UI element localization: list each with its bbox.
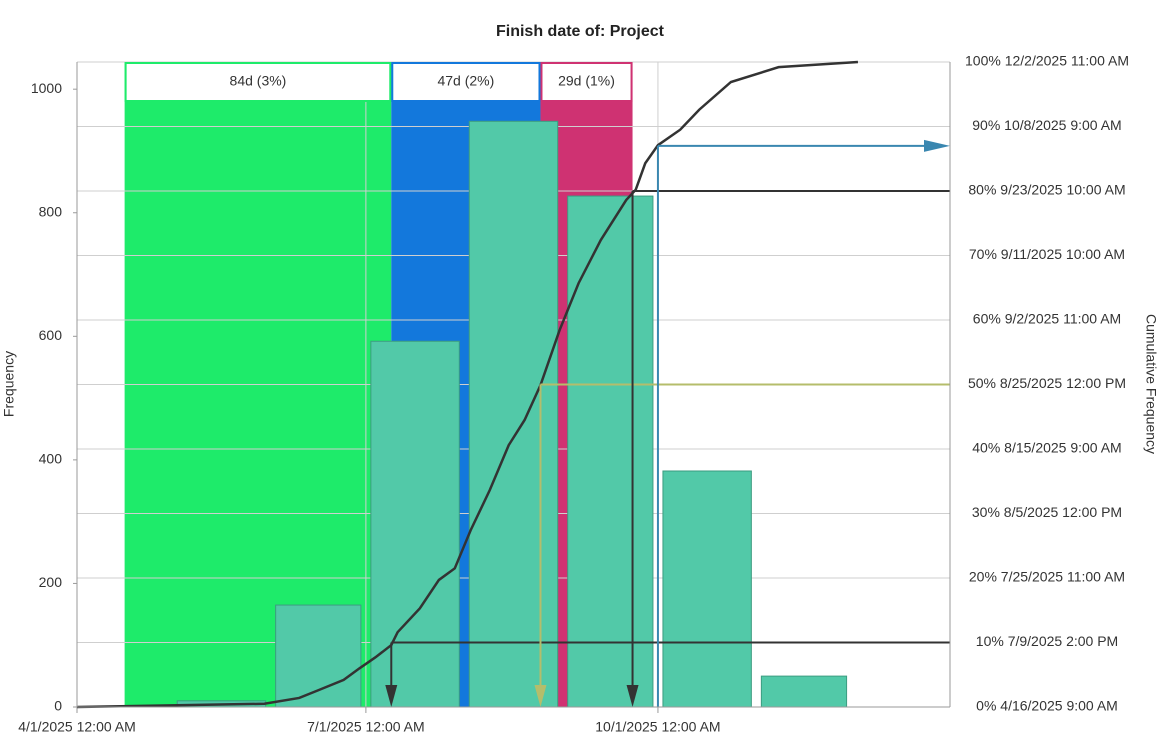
y-tick-label: 400	[39, 451, 63, 467]
y-axis-title: Frequency	[1, 351, 17, 417]
percentile-marker	[656, 139, 950, 707]
y2-tick-label: 10% 7/9/2025 2:00 PM	[976, 633, 1118, 649]
region-label: 29d (1%)	[558, 73, 615, 89]
cumulative-line	[76, 60, 859, 709]
y-tick-label: 200	[39, 574, 63, 590]
y2-tick-label: 70% 9/11/2025 10:00 AM	[969, 246, 1125, 262]
y-tick-label: 800	[39, 203, 63, 219]
region-label-box	[540, 62, 633, 102]
y2-tick-label: 0% 4/16/2025 9:00 AM	[976, 698, 1118, 714]
y2-tick-label: 50% 8/25/2025 12:00 PM	[968, 375, 1126, 391]
region-label-box	[124, 62, 392, 102]
bar	[662, 470, 752, 708]
percentile-marker	[534, 383, 950, 707]
marker-part	[924, 139, 950, 152]
x-tick-label: 4/1/2025 12:00 AM	[18, 719, 136, 735]
bar	[760, 675, 848, 708]
region-label: 47d (2%)	[437, 73, 494, 89]
y-tick-label: 0	[54, 698, 62, 714]
marker-part	[534, 685, 547, 707]
chart-title: Finish date of: Project	[496, 23, 665, 40]
y2-tick-label: 30% 8/5/2025 12:00 PM	[972, 504, 1122, 520]
y2-tick-label: 60% 9/2/2025 11:00 AM	[973, 311, 1121, 327]
bar	[468, 120, 559, 708]
y2-tick-label: 40% 8/15/2025 9:00 AM	[972, 440, 1121, 456]
x-tick-label: 7/1/2025 12:00 AM	[307, 719, 425, 735]
region-label: 84d (3%)	[230, 73, 287, 89]
y2-tick-label: 20% 7/25/2025 11:00 AM	[969, 569, 1125, 585]
region-label-box	[391, 62, 541, 102]
y-tick-label: 600	[39, 327, 63, 343]
y2-tick-label: 100% 12/2/2025 11:00 AM	[965, 53, 1129, 69]
bar	[567, 195, 654, 708]
marker-part	[385, 685, 398, 707]
marker-part	[626, 685, 639, 707]
y2-tick-label: 80% 9/23/2025 10:00 AM	[968, 182, 1125, 198]
percentile-marker	[385, 641, 950, 707]
x-tick-label: 10/1/2025 12:00 AM	[595, 719, 720, 735]
y2-axis-title: Cumulative Frequency	[1143, 314, 1159, 454]
y-tick-label: 1000	[31, 80, 62, 96]
y2-tick-label: 90% 10/8/2025 9:00 AM	[972, 117, 1121, 133]
bar	[275, 604, 362, 708]
percentile-marker	[626, 190, 950, 707]
